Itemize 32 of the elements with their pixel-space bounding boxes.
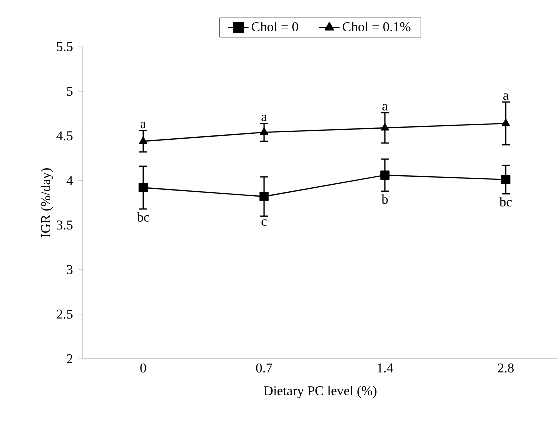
annotation: b <box>382 194 388 204</box>
annotation: a <box>504 94 509 100</box>
x-tick-label: 0.7 <box>256 364 272 373</box>
y-tick-label: 3.5 <box>57 220 73 230</box>
point <box>502 119 510 126</box>
x-axis-title: Dietary PC level (%) <box>264 386 377 398</box>
y-axis-title: IGR (%/day) <box>40 168 54 238</box>
x-tick-label: 0 <box>140 364 146 373</box>
legend-label: Chol = 0.1% <box>342 22 411 32</box>
annotation: a <box>140 122 146 129</box>
y-tick-label: 2.5 <box>57 310 73 319</box>
y-tick-label: 5.5 <box>57 42 73 52</box>
y-tick-label: 3 <box>67 265 73 274</box>
point <box>501 175 511 184</box>
y-tick-label: 4.5 <box>56 132 73 141</box>
point <box>139 136 148 144</box>
annotation: c <box>262 220 267 226</box>
x-tick-label: 1.4 <box>378 364 394 373</box>
y-tick-label: 2 <box>67 354 73 364</box>
point <box>381 124 390 131</box>
point <box>380 170 390 180</box>
y-tick-label: 4 <box>66 176 74 186</box>
point <box>260 128 268 136</box>
x-tick-label: 2.8 <box>498 364 514 373</box>
annotation: bc <box>137 212 150 222</box>
y-tick-label: 5 <box>67 87 73 96</box>
legend-label: Chol = 0 <box>252 22 298 32</box>
point <box>138 183 148 192</box>
annotation: bc <box>500 197 512 207</box>
annotation: a <box>382 104 388 111</box>
point <box>260 192 269 202</box>
annotation: a <box>262 115 268 122</box>
